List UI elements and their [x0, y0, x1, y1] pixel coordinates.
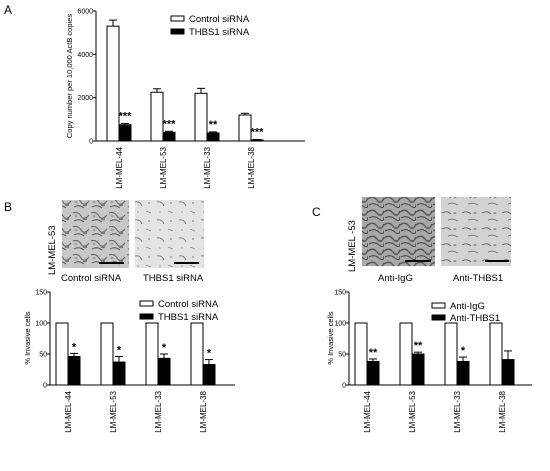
significance-marker: ** [209, 119, 218, 131]
category-label: LM-MEL-44 [64, 390, 73, 432]
panel-b-cell-line-label: LM-MEL-53 [47, 225, 58, 275]
bar-thbs1-sirna [112, 361, 126, 386]
caption-anti-igg: Anti-IgG [378, 273, 413, 284]
significance-marker: *** [163, 118, 177, 130]
micrograph-thbs1-sirna [135, 200, 204, 268]
y-tick-label: 0 [342, 383, 346, 390]
bar-anti-thbs1 [411, 353, 425, 386]
bar-thbs1-sirna [118, 124, 132, 142]
bar-thbs1-sirna [157, 357, 171, 386]
category-label: LM-MEL-38 [199, 390, 208, 432]
y-axis-label: Copy number per 10,000 ActB copies [65, 14, 74, 138]
bar-anti-igg [489, 322, 503, 386]
bar-control-sirna [190, 322, 204, 386]
legend-swatch [431, 302, 446, 309]
bar-thbs1-sirna [162, 131, 176, 142]
bar-anti-igg [444, 322, 458, 386]
y-tick-label: 150 [334, 290, 346, 297]
bar-anti-igg [399, 322, 413, 386]
legend-swatch [139, 313, 154, 320]
y-tick-label: 6000 [77, 9, 93, 16]
y-axis-label: % Invasive cells [326, 311, 335, 365]
panel-label-b: B [4, 200, 12, 214]
bar-control-sirna [100, 322, 114, 386]
bar-anti-igg [354, 322, 368, 386]
y-tick-label: 0 [43, 383, 47, 390]
significance-marker: * [162, 342, 167, 354]
category-label: LM-MEL-33 [154, 390, 163, 432]
legend-swatch [431, 314, 446, 321]
caption-thbs1-sirna: THBS1 siRNA [143, 273, 204, 284]
significance-marker: * [207, 348, 212, 360]
chart-b: 0 50 100 150 % Invasive cells * LM-MEL-44 * LM-M… [23, 290, 235, 433]
bar-control-sirna [150, 91, 164, 142]
y-tick-label: 4000 [77, 52, 93, 59]
category-label: LM-MEL-53 [109, 390, 118, 432]
y-tick-label: 0 [89, 139, 93, 146]
legend-label: Control siRNA [189, 14, 250, 25]
caption-control-sirna: Control siRNA [61, 273, 122, 284]
scale-bar [174, 262, 199, 264]
significance-marker: * [117, 344, 122, 356]
scale-bar [405, 260, 431, 262]
significance-marker: *** [119, 110, 133, 122]
category-label: LM-MEL-44 [363, 390, 372, 432]
micrograph-anti-thbs1 [441, 197, 511, 266]
bar-control-sirna [55, 322, 69, 386]
category-label: LM-MEL-33 [453, 390, 462, 432]
bar-control-sirna [238, 114, 252, 142]
bar-thbs1-sirna [250, 139, 264, 142]
category-label: LM-MEL-33 [203, 146, 212, 188]
y-tick-label: 150 [35, 290, 47, 297]
y-axis-label: % Invasive cells [23, 311, 32, 365]
y-tick-label: 50 [39, 352, 47, 359]
category-label: LM-MEL-53 [159, 146, 168, 188]
significance-marker: ** [369, 347, 378, 359]
y-tick-label: 2000 [77, 95, 93, 102]
category-label: LM-MEL-38 [247, 146, 256, 188]
category-label: LM-MEL-53 [408, 390, 417, 432]
micrograph-control-sirna [62, 200, 129, 268]
bar-anti-thbs1 [366, 360, 380, 386]
legend-swatch [170, 15, 185, 22]
significance-marker: *** [251, 126, 265, 138]
panel-label-a: A [4, 3, 12, 17]
significance-marker: * [72, 341, 77, 353]
significance-marker: ** [414, 340, 423, 352]
bar-thbs1-sirna [67, 355, 81, 386]
bar-control-sirna [145, 322, 159, 386]
bar-thbs1-sirna [202, 364, 216, 386]
legend-label: THBS1 siRNA [189, 27, 250, 38]
y-tick-label: 100 [334, 321, 346, 328]
bar-control-sirna [106, 25, 120, 142]
category-label: LM-MEL-44 [115, 146, 124, 188]
bar-anti-thbs1 [456, 360, 470, 386]
panel-c-cell-line-label: LM-MEL -53 [347, 220, 358, 272]
scale-bar [99, 262, 124, 264]
legend-swatch [170, 28, 185, 35]
y-tick-label: 50 [338, 352, 346, 359]
bar-control-sirna [194, 92, 208, 142]
chart-c: 0 50 100 150 % Invasive cells ** LM-MEL-44 ** LM… [326, 290, 532, 433]
significance-marker: * [461, 345, 466, 357]
bar-thbs1-sirna [206, 132, 220, 142]
scale-bar [485, 260, 509, 262]
bar-anti-thbs1 [501, 359, 515, 386]
legend-label: Anti-IgG [450, 301, 485, 312]
legend-label: Control siRNA [158, 299, 219, 310]
category-label: LM-MEL-38 [498, 390, 507, 432]
caption-anti-thbs1: Anti-THBS1 [453, 273, 503, 284]
legend-swatch [139, 300, 154, 307]
y-tick-label: 100 [35, 321, 47, 328]
legend-label: Anti-THBS1 [450, 313, 500, 324]
legend-label: THBS1 siRNA [158, 312, 219, 323]
micrograph-anti-igg [362, 197, 435, 266]
panel-label-c: C [312, 205, 321, 219]
